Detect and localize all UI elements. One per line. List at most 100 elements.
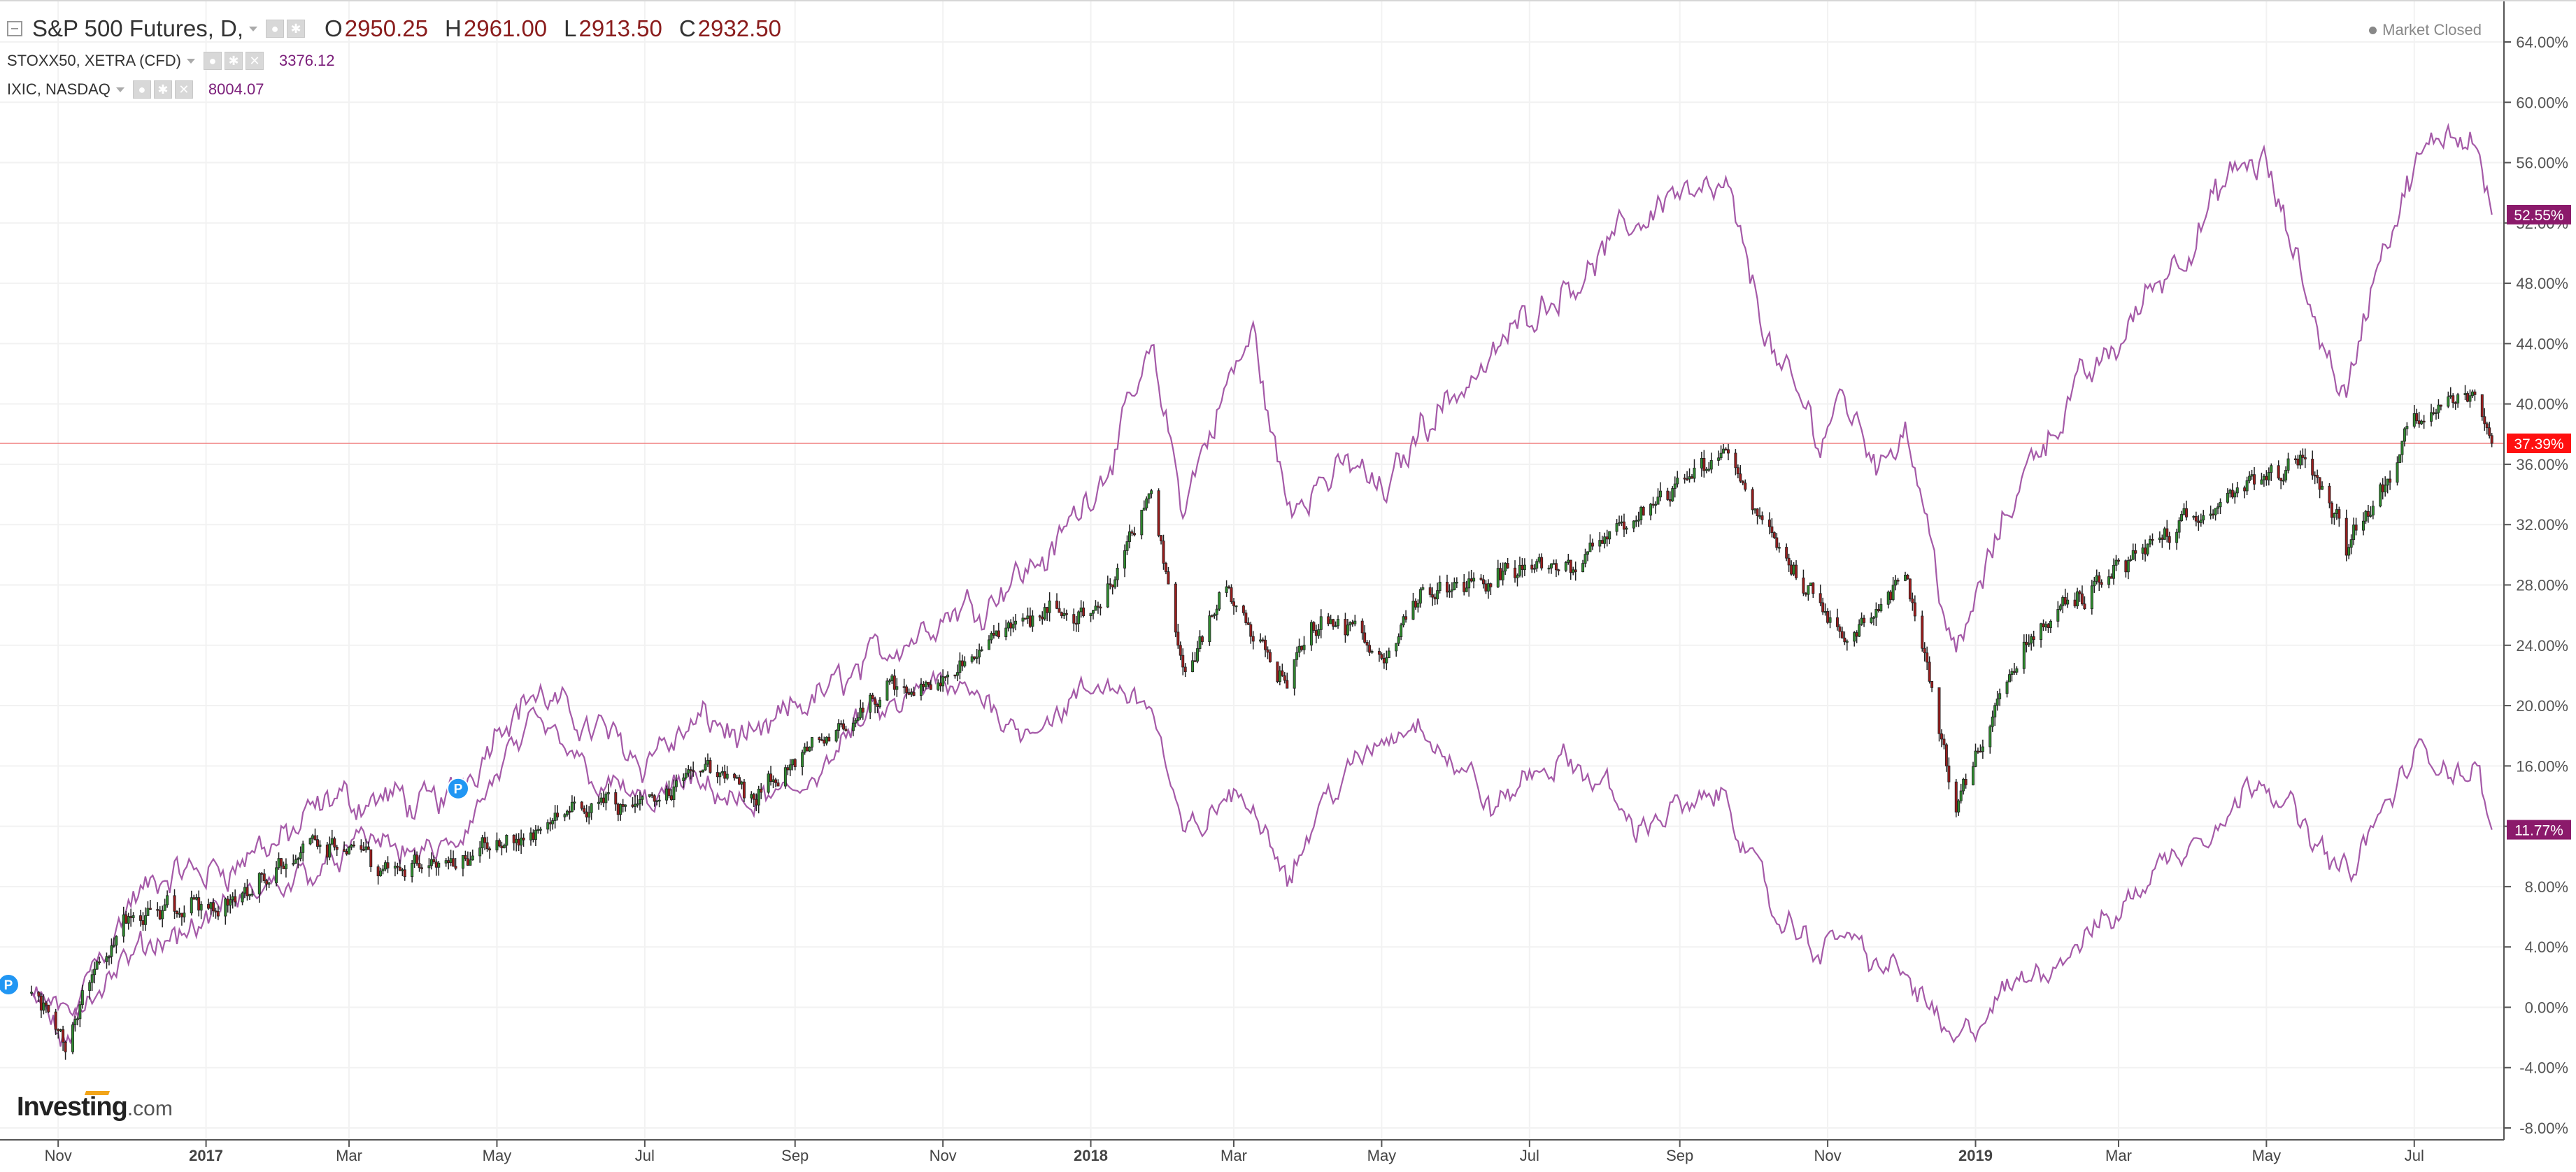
candle-down: [1908, 578, 1912, 599]
candle-up: [1532, 568, 1536, 570]
candle-down: [2483, 416, 2486, 424]
event-marker[interactable]: P: [447, 777, 470, 800]
candle-up: [767, 773, 770, 793]
y-tick-label: 32.00%: [2516, 516, 2568, 534]
compare-symbol-ixic[interactable]: IXIC, NASDAQ: [7, 80, 111, 98]
candle-up: [1496, 568, 1500, 587]
close-icon[interactable]: ✕: [245, 52, 264, 70]
collapse-legend-icon[interactable]: [7, 21, 22, 36]
candle-up: [2270, 465, 2273, 473]
candle-up: [888, 680, 891, 683]
compare-symbol-stoxx[interactable]: STOXX50, XETRA (CFD): [7, 52, 181, 69]
chevron-down-icon[interactable]: [115, 87, 124, 92]
candle-up: [990, 633, 993, 641]
candle-up: [161, 910, 164, 920]
candle-up: [1208, 615, 1211, 643]
badge-bg: [2507, 433, 2571, 453]
marker-circle[interactable]: [0, 973, 20, 996]
candle-up: [2112, 564, 2116, 579]
candle-up: [1465, 587, 1468, 592]
candle-up: [2228, 489, 2232, 494]
candle-up: [674, 780, 678, 787]
candle-up: [1998, 693, 2002, 699]
candle-down: [1622, 521, 1625, 530]
candle-up: [1234, 605, 1238, 608]
candle-down: [1183, 666, 1187, 673]
candle-down: [1111, 584, 1114, 587]
candle-up: [2235, 487, 2239, 494]
candle-up: [2216, 506, 2220, 509]
candle-down: [1283, 675, 1286, 681]
logo-accent-icon: [84, 1091, 111, 1095]
marker-label: P: [4, 978, 13, 993]
candle-down: [2313, 474, 2317, 477]
candle-down: [1162, 541, 1165, 564]
candle-up: [624, 804, 627, 807]
candle-up: [1504, 563, 1507, 572]
candle-down: [1041, 617, 1044, 620]
candle-down: [2098, 575, 2101, 583]
candle-up: [2267, 472, 2270, 480]
candle-up: [1572, 569, 1575, 573]
candle-down: [1926, 652, 1929, 663]
candle-up: [803, 746, 806, 753]
candle-up: [1147, 493, 1151, 499]
candle-up: [2398, 454, 2401, 464]
candle-down: [827, 736, 831, 742]
candle-down: [139, 915, 142, 921]
candle-down: [927, 682, 930, 685]
candle-up: [2449, 395, 2452, 397]
settings-icon[interactable]: ✱: [287, 20, 306, 38]
candle-down: [512, 834, 515, 843]
candle-up: [1974, 750, 1977, 767]
candle-up: [955, 672, 959, 676]
candle-up: [2400, 441, 2404, 455]
chevron-down-icon[interactable]: [186, 58, 195, 64]
compare-legend-stoxx: STOXX50, XETRA (CFD) ● ✱ ✕ 3376.12: [7, 52, 335, 70]
candle-up: [1991, 716, 1994, 727]
candle-up: [308, 838, 312, 845]
candle-up: [1957, 800, 1961, 813]
candle-down: [1377, 651, 1381, 655]
settings-icon[interactable]: ✱: [153, 80, 172, 99]
x-tick-label: May: [483, 1147, 512, 1164]
candle-up: [131, 915, 135, 918]
candle-up: [1635, 520, 1638, 522]
candle-up: [1700, 457, 1703, 469]
chevron-down-icon[interactable]: [249, 26, 258, 31]
eye-icon[interactable]: ●: [266, 20, 285, 38]
event-marker[interactable]: P: [0, 973, 20, 996]
candle-down: [207, 903, 211, 909]
candle-up: [73, 1019, 77, 1025]
candle-up: [1370, 651, 1374, 653]
candle-down: [1702, 457, 1706, 471]
close-icon[interactable]: ✕: [174, 80, 193, 99]
candle-up: [910, 692, 913, 695]
candle-down: [2047, 624, 2050, 628]
main-symbol-label[interactable]: S&P 500 Futures, D,: [32, 15, 244, 41]
candle-up: [704, 764, 707, 771]
x-tick-label: Mar: [2105, 1147, 2132, 1164]
candle-down: [345, 850, 348, 855]
settings-icon[interactable]: ✱: [224, 52, 243, 70]
candle-up: [1196, 648, 1200, 662]
eye-icon[interactable]: ●: [132, 80, 151, 99]
candle-up: [788, 764, 792, 771]
marker-circle[interactable]: [447, 777, 470, 800]
candle-down: [2032, 636, 2035, 641]
candle-down: [2381, 484, 2384, 492]
eye-icon[interactable]: ●: [203, 52, 222, 70]
candle-down: [485, 842, 489, 850]
candle-up: [553, 813, 557, 821]
candle-up: [381, 869, 385, 871]
x-tick-label: Nov: [45, 1147, 72, 1164]
candle-down: [1445, 581, 1449, 593]
candle-up: [536, 829, 540, 831]
candle-up: [1006, 622, 1010, 629]
candle-down: [2151, 538, 2154, 541]
candle-down: [1937, 687, 1941, 734]
candle-up: [284, 864, 287, 869]
candle-up: [1259, 639, 1262, 642]
